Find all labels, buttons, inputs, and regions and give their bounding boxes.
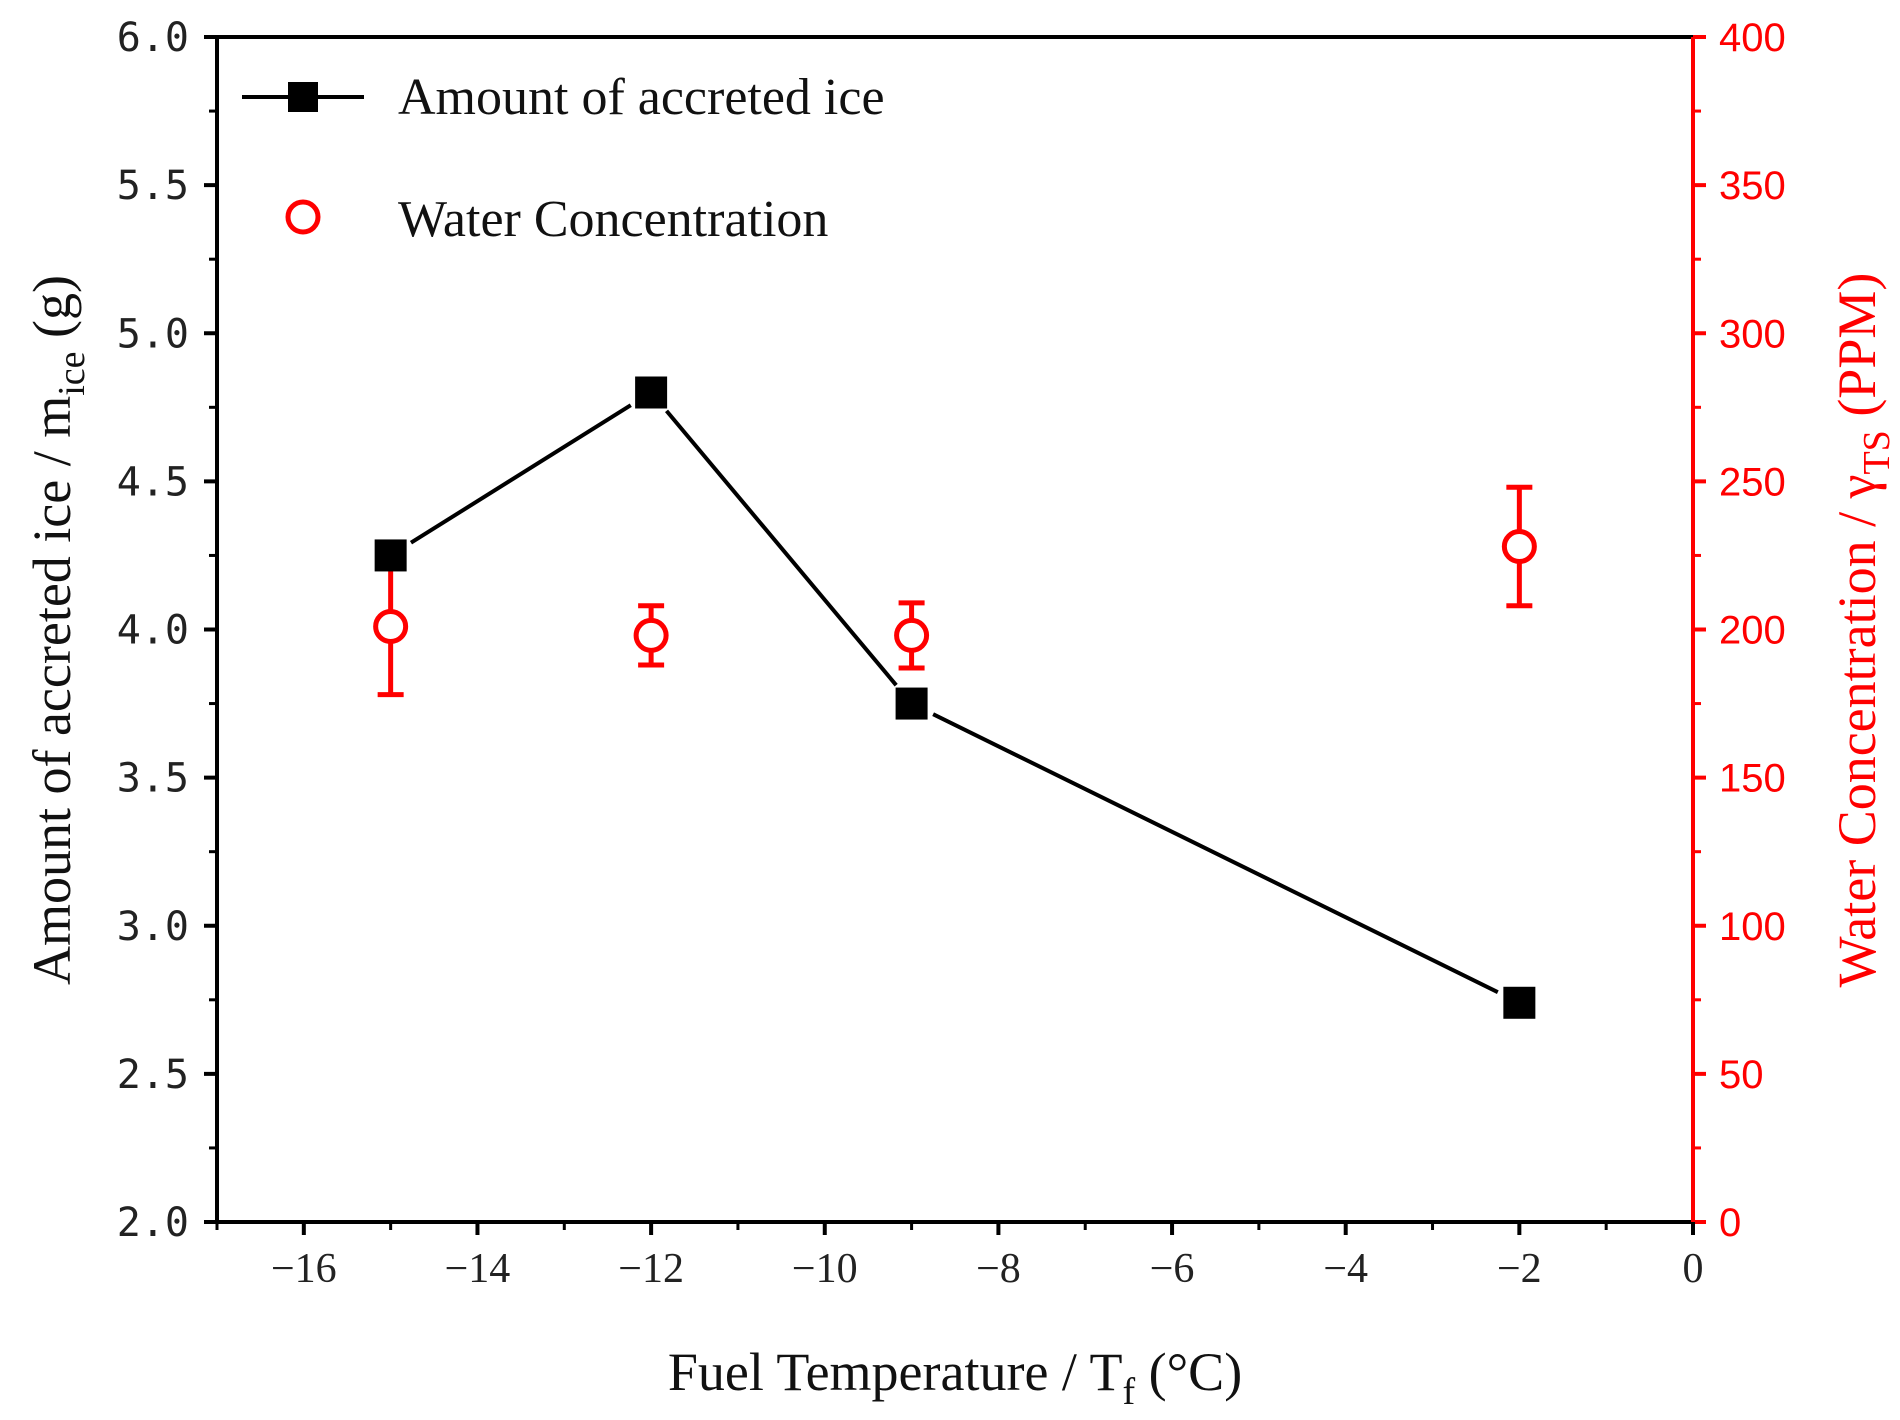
right-y-ticks: 0 50 100 150 200 250 300 350 400 — [1693, 16, 1786, 1245]
x-tick-label: −2 — [1497, 1246, 1542, 1292]
right-y-axis-title: Water Concentration / γTS (PPM) — [1827, 273, 1898, 988]
left-y-tick-label: 2.5 — [117, 1052, 189, 1098]
series-layer — [373, 376, 1537, 1019]
x-tick-label: 0 — [1683, 1246, 1704, 1292]
x-axis-title: Fuel Temperature / Tf (°C) — [668, 1342, 1242, 1413]
right-y-tick-label: 50 — [1719, 1053, 1764, 1097]
x-tick-label: −8 — [976, 1246, 1021, 1292]
right-y-tick-label: 100 — [1719, 905, 1786, 949]
ice-line-segment — [409, 403, 632, 545]
right-y-tick-label: 200 — [1719, 609, 1786, 653]
legend-square-marker — [288, 82, 318, 112]
right-y-tick-label: 400 — [1719, 16, 1786, 60]
right-y-tick-label: 250 — [1719, 460, 1786, 504]
left-y-tick-label: 5.5 — [117, 163, 189, 209]
ice-point — [895, 687, 928, 720]
ice-point — [374, 539, 407, 572]
right-y-tick-label: 150 — [1719, 757, 1786, 801]
x-tick-label: −10 — [792, 1246, 858, 1292]
left-y-tick-label: 6.0 — [117, 15, 189, 61]
water-point — [1501, 529, 1537, 565]
x-tick-label: −12 — [618, 1246, 684, 1292]
left-y-tick-label: 3.0 — [117, 904, 189, 950]
right-y-tick-label: 350 — [1719, 164, 1786, 208]
left-y-tick-label: 2.0 — [117, 1200, 189, 1246]
left-y-tick-label: 4.5 — [117, 459, 189, 505]
x-tick-label: −4 — [1323, 1246, 1368, 1292]
ice-point — [635, 376, 668, 409]
legend: Amount of accreted ice Water Concentrati… — [242, 69, 885, 248]
x-tick-label: −16 — [271, 1246, 337, 1292]
right-y-tick-label: 300 — [1719, 312, 1786, 356]
ice-line-segment — [932, 712, 1499, 994]
ice-point — [1503, 986, 1536, 1019]
x-tick-label: −6 — [1150, 1246, 1195, 1292]
water-point — [633, 617, 669, 653]
x-tick-label: −14 — [445, 1246, 511, 1292]
left-y-axis-title: Amount of accreted ice / mice (g) — [22, 275, 93, 985]
left-y-tick-label: 4.0 — [117, 608, 189, 654]
left-y-tick-label: 3.5 — [117, 756, 189, 802]
x-ticks: −16 −14 −12 −10 −8 −6 −4 −2 0 — [215, 1222, 1704, 1292]
left-y-tick-label: 5.0 — [117, 311, 189, 357]
legend-label-ice: Amount of accreted ice — [398, 69, 885, 126]
water-point — [373, 609, 409, 645]
left-y-ticks: 2.0 2.5 3.0 3.5 4.0 4.5 5.0 5.5 6.0 — [117, 15, 217, 1246]
right-y-tick-label: 0 — [1719, 1201, 1741, 1245]
legend-circle-marker — [285, 199, 321, 235]
legend-label-water: Water Concentration — [398, 191, 828, 248]
ice-line-segment — [664, 409, 898, 687]
water-point — [894, 617, 930, 653]
